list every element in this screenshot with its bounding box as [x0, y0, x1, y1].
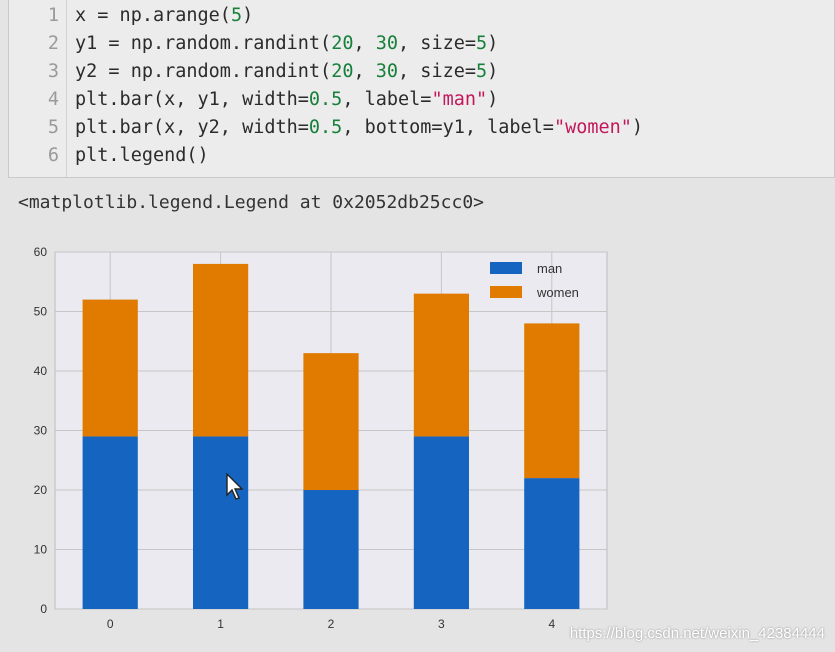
bar-man: [413, 436, 469, 609]
y-tick-label: 0: [40, 602, 47, 616]
x-tick-label: 0: [107, 617, 114, 631]
x-tick-label: 3: [438, 617, 445, 631]
code-text: x = np.arange(5): [75, 5, 254, 26]
bar-man: [193, 436, 249, 609]
legend-label: man: [537, 261, 562, 276]
code-line: 3 y2 = np.random.randint(20, 30, size=5): [9, 58, 834, 86]
code-text: plt.bar(x, y1, width=0.5, label="man"): [75, 89, 499, 110]
bar-man: [82, 436, 138, 609]
legend-swatch: [490, 286, 522, 298]
cell-output: <matplotlib.legend.Legend at 0x2052db25c…: [18, 192, 484, 213]
watermark: https://blog.csdn.net/weixin_42384444: [569, 625, 825, 642]
y-tick-label: 60: [34, 245, 48, 259]
code-line: 1 x = np.arange(5): [9, 2, 834, 30]
line-number-gutter: [9, 0, 67, 177]
y-tick-label: 50: [34, 305, 48, 319]
code-line: 4 plt.bar(x, y1, width=0.5, label="man"): [9, 86, 834, 114]
bar-women: [193, 263, 249, 437]
mouse-cursor-icon: [226, 473, 244, 500]
code-line: 6 plt.legend(): [9, 142, 834, 170]
code-text: y2 = np.random.randint(20, 30, size=5): [75, 61, 499, 82]
bar-man: [524, 478, 580, 609]
legend-swatch: [490, 262, 522, 274]
stacked-bar-chart: 0 10 20 30 40 50 60 0 1 2 3 4 man women: [34, 245, 608, 631]
bar-women: [413, 293, 469, 437]
legend-label: women: [536, 285, 579, 300]
bar-women: [82, 299, 138, 437]
bar-man: [303, 490, 359, 609]
code-text: plt.legend(): [75, 145, 209, 166]
code-cell[interactable]: 1 x = np.arange(5) 2 y1 = np.random.randint…: [8, 0, 835, 178]
line-number: 6: [47, 145, 59, 166]
bar-women: [524, 323, 580, 479]
code-line: 5 plt.bar(x, y2, width=0.5, bottom=y1, la…: [9, 114, 834, 142]
line-number: 1: [47, 5, 59, 26]
line-number: 5: [47, 117, 59, 138]
y-tick-label: 40: [34, 364, 48, 378]
x-tick-label: 2: [328, 617, 335, 631]
code-text: plt.bar(x, y2, width=0.5, bottom=y1, lab…: [75, 117, 644, 138]
code-line: 2 y1 = np.random.randint(20, 30, size=5): [9, 30, 834, 58]
x-tick-label: 1: [217, 617, 224, 631]
y-tick-label: 10: [34, 543, 48, 557]
y-tick-label: 20: [34, 483, 48, 497]
x-tick-label: 4: [548, 617, 555, 631]
bar-women: [303, 353, 359, 490]
line-number: 2: [47, 33, 59, 54]
line-number: 4: [47, 89, 59, 110]
y-tick-label: 30: [34, 424, 48, 438]
code-text: y1 = np.random.randint(20, 30, size=5): [75, 33, 499, 54]
line-number: 3: [47, 61, 59, 82]
